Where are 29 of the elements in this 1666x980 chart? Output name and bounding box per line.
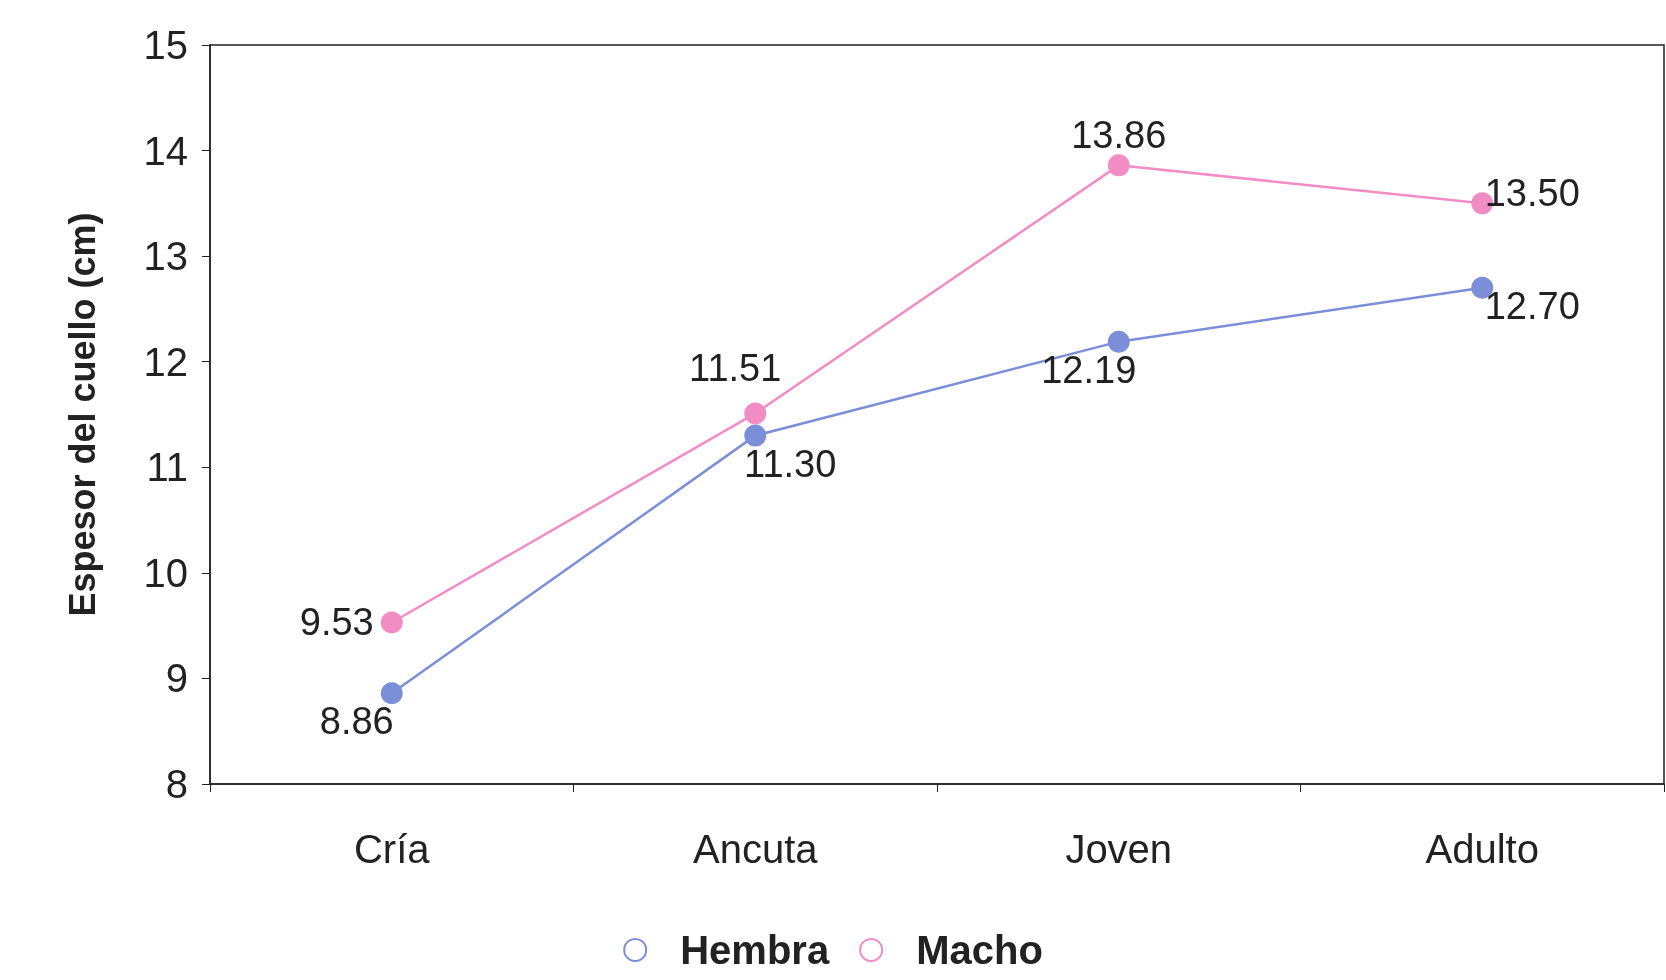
y-tick-label: 12 xyxy=(143,339,188,384)
legend-label: Macho xyxy=(916,928,1043,972)
x-tick-label: Cría xyxy=(353,827,431,871)
y-tick-label: 9 xyxy=(165,656,188,701)
data-label: 13.86 xyxy=(1071,114,1167,157)
point xyxy=(744,402,767,425)
data-label: 9.53 xyxy=(299,601,374,644)
x-tick-label: Joven xyxy=(1065,827,1173,871)
data-label: 12.70 xyxy=(1484,284,1580,327)
point xyxy=(1107,154,1130,177)
y-axis-title: Espesor del cuello (cm) xyxy=(61,212,103,617)
y-tick-label: 10 xyxy=(143,550,188,595)
y-tick-label: 8 xyxy=(165,762,188,806)
y-tick-label: 15 xyxy=(143,23,188,67)
data-label: 8.86 xyxy=(319,700,394,743)
point xyxy=(744,424,767,447)
point xyxy=(380,682,403,705)
data-label: 13.50 xyxy=(1484,172,1580,215)
y-tick-label: 14 xyxy=(143,128,188,173)
data-label: 12.19 xyxy=(1041,348,1137,391)
legend-label: Hembra xyxy=(680,928,830,972)
point xyxy=(380,611,403,634)
x-tick-label: Ancuta xyxy=(692,827,819,871)
x-tick-label: Adulto xyxy=(1425,827,1539,871)
y-tick-label: 11 xyxy=(146,445,188,490)
data-label: 11.30 xyxy=(744,442,837,485)
y-tick-label: 13 xyxy=(143,234,188,279)
data-label: 11.51 xyxy=(689,347,782,390)
point xyxy=(1107,330,1130,353)
